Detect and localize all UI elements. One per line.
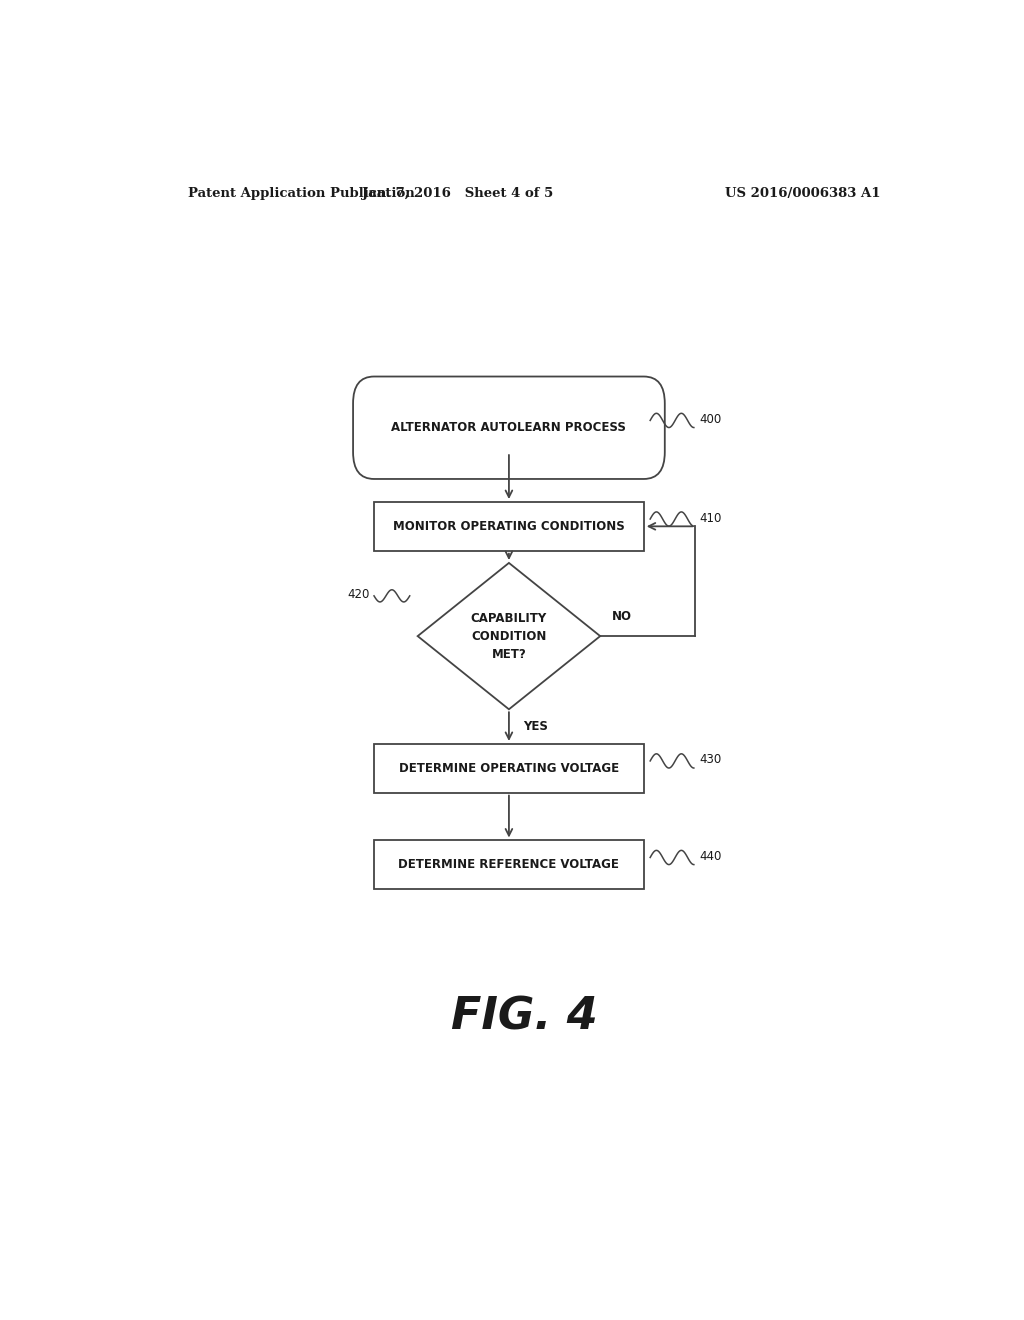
Text: 440: 440 bbox=[699, 850, 722, 863]
Polygon shape bbox=[418, 562, 600, 709]
Text: DETERMINE OPERATING VOLTAGE: DETERMINE OPERATING VOLTAGE bbox=[399, 762, 618, 775]
Text: Jan. 7, 2016   Sheet 4 of 5: Jan. 7, 2016 Sheet 4 of 5 bbox=[361, 187, 553, 201]
Text: MONITOR OPERATING CONDITIONS: MONITOR OPERATING CONDITIONS bbox=[393, 520, 625, 533]
Text: 400: 400 bbox=[699, 413, 722, 426]
Text: 430: 430 bbox=[699, 754, 722, 767]
Bar bbox=[374, 841, 644, 890]
Bar bbox=[374, 502, 644, 550]
Text: DETERMINE REFERENCE VOLTAGE: DETERMINE REFERENCE VOLTAGE bbox=[398, 858, 620, 871]
Text: Patent Application Publication: Patent Application Publication bbox=[187, 187, 415, 201]
Text: YES: YES bbox=[523, 721, 548, 733]
Bar bbox=[374, 744, 644, 792]
Text: 420: 420 bbox=[348, 589, 370, 602]
FancyBboxPatch shape bbox=[353, 376, 665, 479]
Text: 410: 410 bbox=[699, 512, 722, 524]
Text: FIG. 4: FIG. 4 bbox=[452, 995, 598, 1039]
Text: ALTERNATOR AUTOLEARN PROCESS: ALTERNATOR AUTOLEARN PROCESS bbox=[391, 421, 627, 434]
Text: US 2016/0006383 A1: US 2016/0006383 A1 bbox=[725, 187, 881, 201]
Text: CAPABILITY
CONDITION
MET?: CAPABILITY CONDITION MET? bbox=[471, 611, 547, 660]
Text: NO: NO bbox=[612, 610, 632, 623]
